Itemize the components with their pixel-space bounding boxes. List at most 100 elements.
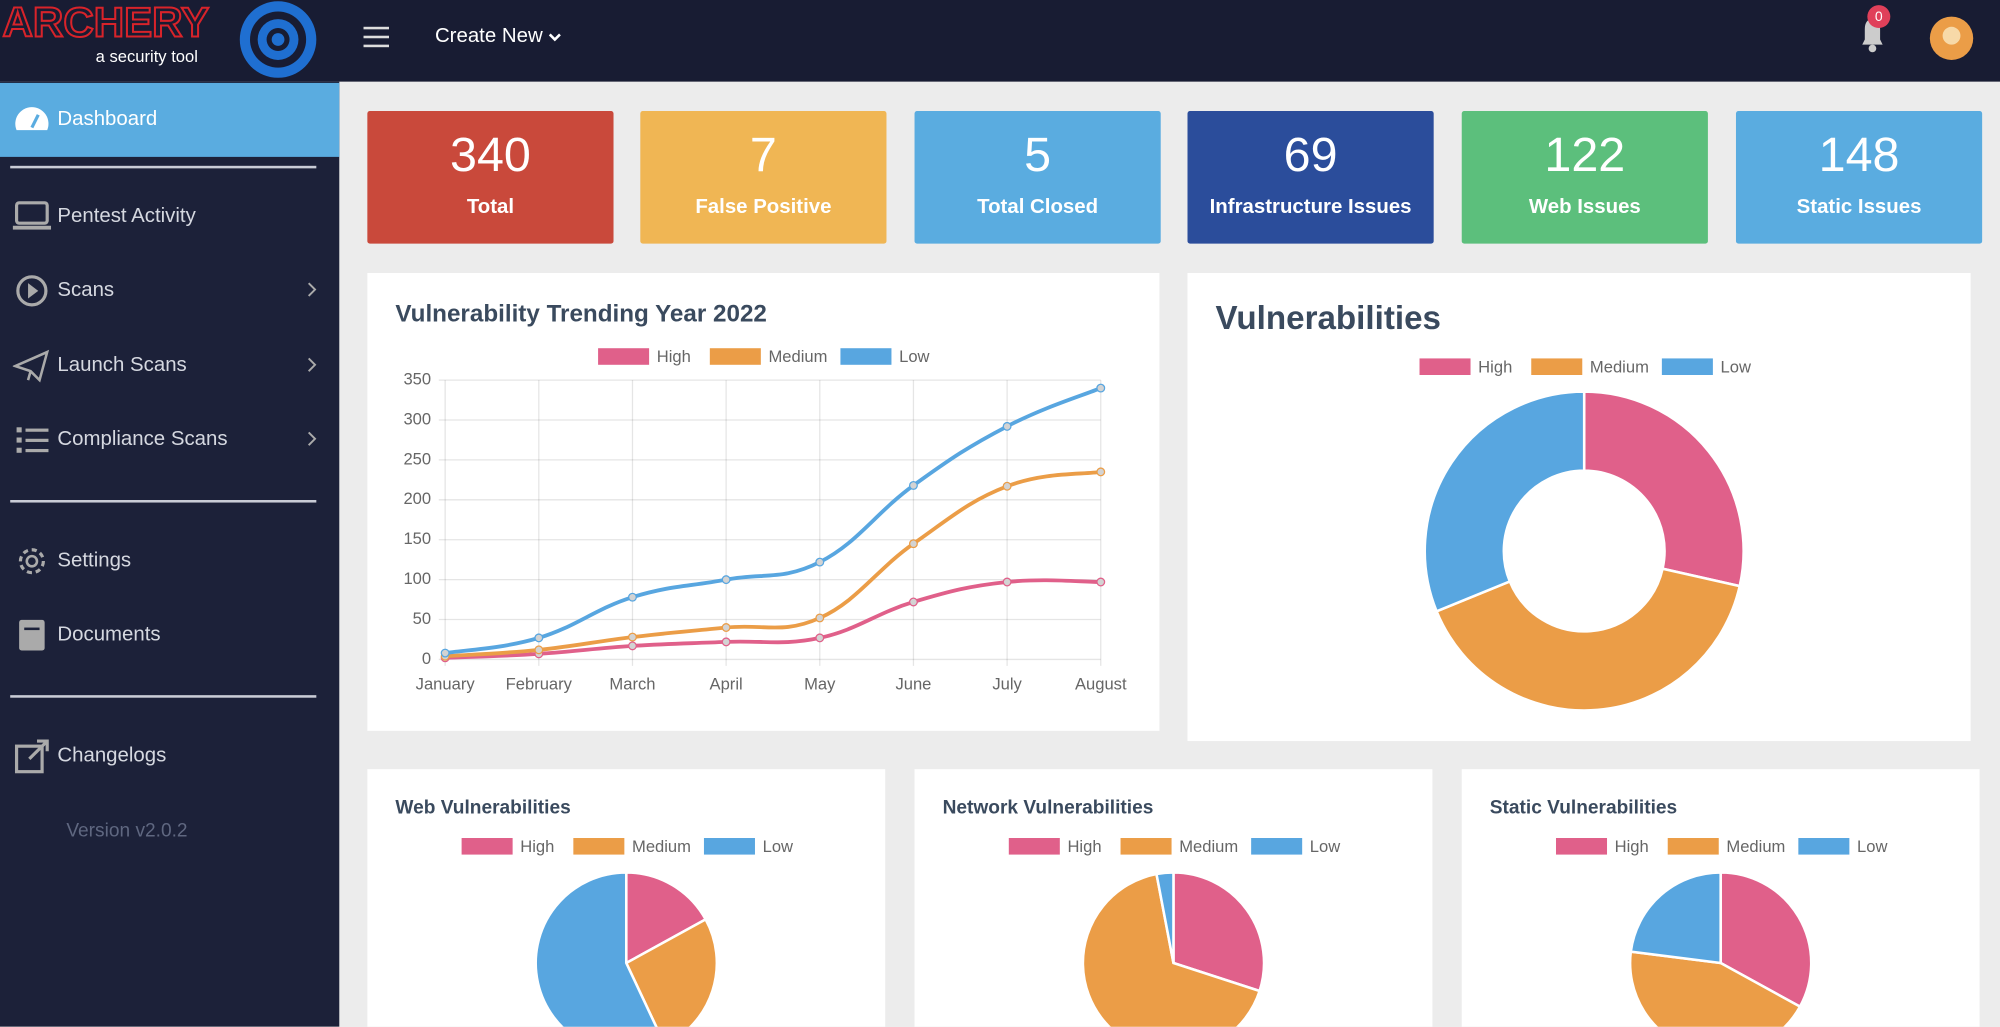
slice [1423,390,1586,614]
chart-title: Web Vulnerabilities [395,798,570,819]
stat-card[interactable]: 7 False Positive [640,110,887,244]
slice [1719,871,1813,1009]
create-new-label: Create New [434,25,543,48]
separator [10,499,317,503]
nav-item[interactable]: Scans [0,254,339,328]
nav-item[interactable]: Settings [0,524,339,598]
data-point [628,592,637,602]
chart: Vulnerabilities High Medium Low [1216,300,1752,712]
nav-label: Launch Scans [57,354,187,377]
nav-item[interactable]: Pentest Activity [0,180,339,254]
chart-title: Static Vulnerabilities [1490,798,1677,819]
create-new[interactable]: Create New [435,26,561,49]
data-point [534,633,544,643]
chart: Network Vulnerabilities High Medium Low [943,798,1341,1027]
nav-label: Settings [57,549,132,572]
stat-label: Web Issues [1528,196,1641,219]
y-tick-label: 50 [413,609,431,628]
legend-label: Low [1310,837,1341,856]
icon [12,201,52,230]
stat-card[interactable]: 340 Total [367,110,614,244]
slice [1434,567,1742,712]
data-point [721,623,731,632]
x-tick-label: May [804,674,836,693]
stat-card[interactable]: 69 Infrastructure Issues [1187,110,1434,244]
chart-card: Network Vulnerabilities High Medium Low [914,769,1433,1027]
legend-swatch [461,838,513,855]
icon [14,739,49,774]
data-point [1096,467,1106,477]
legend-label: High [520,837,554,856]
sidebar: Dashboard Pentest Activity Scans Launch … [0,81,340,1027]
stat-label: Infrastructure Issues [1209,196,1412,219]
icon [18,548,45,575]
stat-label: Total [466,196,515,219]
avatar[interactable] [1929,15,1975,61]
data-point [815,613,825,623]
icon [16,275,48,307]
legend-swatch [1419,358,1471,375]
y-tick-label: 250 [403,449,431,468]
icon [19,619,45,651]
stat-label: False Positive [695,196,832,219]
nav-item[interactable]: Compliance Scans [0,403,339,477]
legend-swatch [1120,838,1172,855]
stat-label: Total Closed [977,196,1099,219]
legend-swatch [840,348,892,365]
legend-swatch [1661,358,1713,375]
nav-item[interactable]: Launch Scans [0,329,339,403]
data-point [908,480,918,490]
slice [1629,871,1722,965]
stat-card[interactable]: 122 Web Issues [1461,110,1708,244]
nav-label: Changelogs [57,744,167,767]
chart-card: Static Vulnerabilities High Medium Low [1461,769,1980,1027]
nav-label: Compliance Scans [57,428,228,451]
nav-item[interactable]: Dashboard [0,82,340,157]
legend-swatch [703,838,755,855]
menu-toggle[interactable] [363,26,390,49]
top-bar: ARCHERY a security tool Create New 0 [0,0,2000,82]
slice [624,871,708,966]
x-tick-label: February [506,674,573,693]
notifications[interactable]: 0 [1852,3,1893,54]
nav-item[interactable]: Changelogs [0,719,339,793]
y-tick-label: 150 [403,529,431,548]
legend-label: Low [899,347,930,366]
stat-value: 7 [749,128,777,183]
nav-item[interactable]: Documents [0,598,339,672]
version: Version v2.0.2 [66,820,188,842]
x-tick-label: August [1075,674,1127,693]
nav-label: Dashboard [57,108,158,131]
series-line [445,578,1101,660]
legend-swatch [1667,838,1719,855]
x-tick-label: April [710,674,743,693]
data-point [1002,481,1012,491]
chevron [307,282,317,297]
y-tick-label: 300 [403,409,431,428]
legend-label: Low [1721,357,1752,376]
logo[interactable]: ARCHERY a security tool [0,0,339,82]
chart-card: Vulnerability Trending Year 2022 High Med… [367,272,1160,731]
x-tick-label: July [992,674,1022,693]
stat-card[interactable]: 5 Total Closed [914,110,1161,244]
legend-swatch [709,348,761,365]
data-point [1002,577,1012,587]
legend-swatch [1008,838,1060,855]
legend-label: High [1615,837,1649,856]
legend-label: Medium [1179,837,1238,856]
data-point [534,645,544,655]
data-point [1096,577,1106,587]
data-point [908,597,918,607]
legend-label: Medium [768,347,827,366]
stat-card[interactable]: 148 Static Issues [1735,110,1983,244]
slice [1081,872,1262,1027]
chart: Web Vulnerabilities High Medium Low [395,798,794,1027]
legend-swatch [598,348,650,365]
separator [10,165,317,169]
logo-subtitle: a security tool [96,47,198,66]
x-tick-label: March [609,674,655,693]
slice [1172,871,1266,993]
data-point [908,539,918,549]
chart: Vulnerability Trending Year 2022 High Med… [395,300,1127,693]
